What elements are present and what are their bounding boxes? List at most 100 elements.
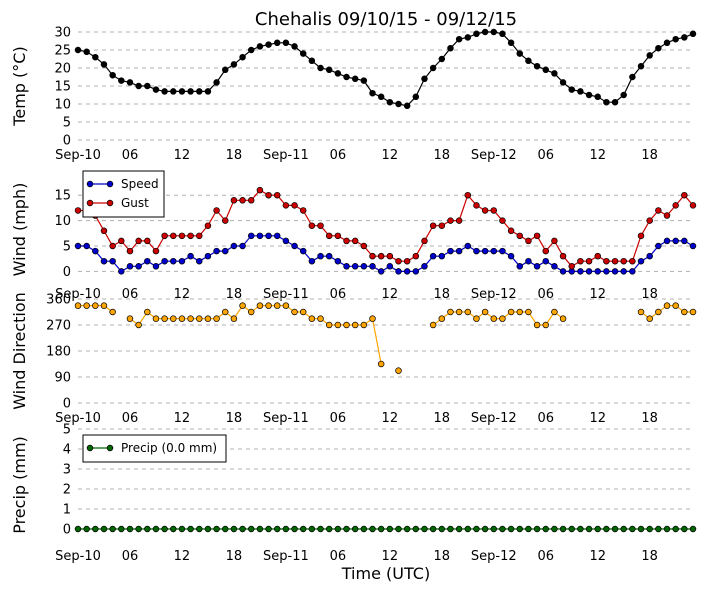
data-point [170,232,177,240]
data-point [239,302,246,309]
data-point [516,308,524,316]
data-point [542,247,549,255]
data-point [325,321,333,329]
data-point [629,268,636,275]
data-point [126,525,134,533]
x-tick-label: Sep-12 [471,287,517,302]
data-point [161,315,168,322]
data-point [551,525,558,533]
y-tick-label: 3 [63,463,71,478]
panel-wind-direction: 0 90 180 270 360 Sep-10 06 12 18 Sep-11 06 12 18 Sep-… [10,292,697,426]
data-point [525,57,532,65]
data-point [533,263,541,270]
data-point [386,525,394,533]
x-tick-label: 06 [330,549,347,564]
data-point [109,525,116,533]
data-point [308,315,316,322]
data-point [689,30,697,38]
x-tick-label: 06 [537,287,554,302]
x-tick-label: 12 [589,549,606,564]
data-point [689,525,697,533]
data-point [74,302,82,309]
x-tick-label: Sep-10 [55,411,101,426]
data-point [585,268,593,275]
x-tick-label: 12 [589,411,606,426]
data-point [681,191,688,199]
data-point [135,263,142,270]
legend-marker [106,444,114,452]
data-point [170,257,177,265]
data-point [135,237,142,245]
data-point [473,315,480,322]
legend-marker [86,180,94,188]
data-point [178,525,186,533]
data-point [369,89,376,97]
data-point [299,50,307,57]
data-point [152,263,160,270]
data-point [308,257,316,265]
y-tick-label: 25 [54,44,71,59]
data-point [230,525,238,533]
x-tick-label: 12 [174,148,191,163]
data-point [109,257,116,265]
data-point [681,308,688,316]
data-point [499,30,506,38]
data-point [265,302,272,309]
data-point [481,247,489,255]
data-point [317,525,324,533]
data-point [360,263,368,270]
data-point [239,242,246,250]
data-point [317,64,324,72]
x-tick-label: 06 [537,411,554,426]
x-tick-label: 12 [174,411,191,426]
data-point [109,242,116,250]
data-point [343,73,350,81]
x-tick-label: Sep-11 [263,148,309,163]
data-point [637,232,645,240]
x-tick-label: 18 [226,411,243,426]
data-point [577,268,584,275]
data-point [317,222,324,229]
data-point [386,98,394,106]
data-point [152,86,160,93]
data-point [464,308,472,316]
data-point [559,525,567,533]
data-point [299,308,307,316]
legend-marker [106,180,114,188]
data-point [455,247,463,255]
data-point [533,62,541,70]
y-tick-label: 10 [54,214,71,229]
data-point [455,308,463,316]
data-point [74,242,82,250]
data-point [620,525,627,533]
data-point [655,207,662,214]
data-point [152,247,160,255]
data-point [135,321,142,329]
x-tick-label: 12 [174,549,191,564]
data-point [594,268,601,275]
data-point [585,257,593,265]
data-point [603,525,610,533]
panel-wind: 0 5 10 15 Sep-10 06 12 18 Sep-11 06 12 18 Sep-12 06 12… [10,170,697,302]
data-point [542,257,549,265]
data-point [369,252,376,260]
x-tick-label: Sep-11 [263,287,309,302]
data-point [204,88,212,95]
data-point [299,247,307,255]
data-point [412,252,420,260]
y-tick-label: 90 [54,371,71,386]
data-point [516,50,524,57]
data-point [256,186,264,194]
data-point [126,247,134,255]
data-point [525,525,532,533]
x-tick-label: 18 [434,148,451,163]
data-point [421,237,428,245]
data-point [213,525,220,533]
data-point [135,525,142,533]
y-tick-label: 15 [54,189,71,204]
data-point [325,252,333,260]
data-point [109,308,116,316]
data-point [594,93,601,101]
data-point [447,44,454,52]
